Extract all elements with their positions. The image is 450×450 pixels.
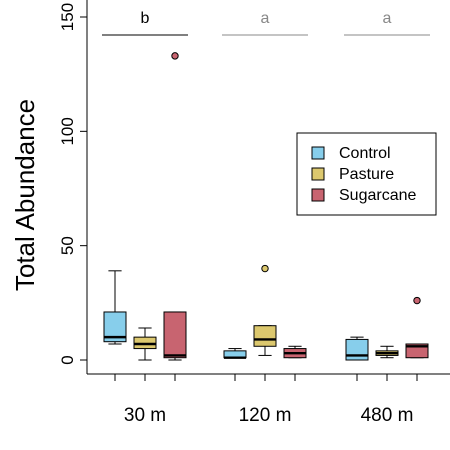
box-480-m-control — [345, 336, 369, 361]
box-body-30-m-sugarcane — [163, 311, 187, 359]
box-body-120-m-pasture — [253, 325, 277, 347]
legend-swatch-sugarcane — [311, 188, 325, 202]
box-30-m-sugarcane — [163, 52, 187, 361]
box-30-m-pasture — [133, 327, 157, 361]
y-tick-label-50: 50 — [58, 236, 77, 255]
significance-letter-30-m: b — [141, 10, 150, 27]
y-axis-title: Total Abundance — [10, 99, 40, 291]
legend: Control Pasture Sugarcane — [296, 132, 437, 216]
outlier-30-m-sugarcane-0 — [171, 52, 179, 60]
y-tick-label-0: 0 — [58, 355, 77, 364]
boxes — [103, 52, 429, 361]
box-30-m-control — [103, 270, 127, 345]
outlier-120-m-pasture-0 — [261, 264, 269, 273]
outlier-480-m-sugarcane-0 — [413, 296, 421, 305]
y-tick-label-150: 150 — [58, 3, 77, 31]
plot-frame — [86, 0, 450, 375]
x-axis: 30 m 120 m 480 m — [114, 374, 418, 426]
significance-letter-120-m: a — [261, 10, 270, 27]
x-category-label-30-m: 30 m — [124, 405, 166, 426]
y-axis: 0 50 100 150 — [58, 3, 87, 365]
y-tick-label-100: 100 — [58, 117, 77, 145]
legend-label-pasture: Pasture — [339, 166, 394, 183]
legend-swatch-pasture — [311, 167, 325, 181]
x-category-label-120-m: 120 m — [239, 405, 292, 426]
box-120-m-sugarcane — [283, 345, 307, 359]
box-120-m-pasture — [253, 264, 277, 356]
box-120-m-control — [223, 348, 247, 359]
box-480-m-sugarcane — [405, 296, 429, 359]
box-body-30-m-control — [103, 311, 127, 343]
legend-label-sugarcane: Sugarcane — [339, 187, 416, 204]
legend-label-control: Control — [339, 145, 391, 162]
legend-swatch-control — [311, 146, 325, 160]
x-category-label-480-m: 480 m — [361, 405, 414, 426]
box-480-m-pasture — [375, 345, 399, 359]
box-body-480-m-control — [345, 338, 369, 361]
significance-letter-480-m: a — [383, 10, 392, 27]
